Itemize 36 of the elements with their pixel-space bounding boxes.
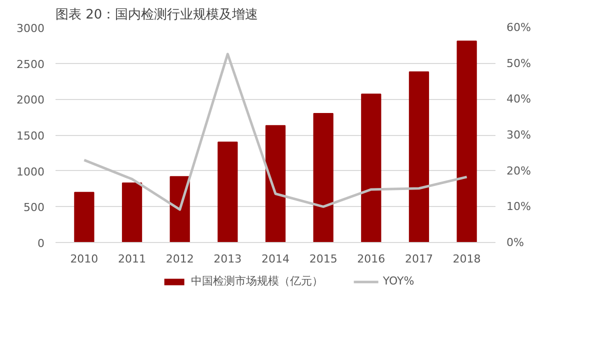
x-tick-label: 2011	[118, 252, 146, 266]
bar	[170, 176, 190, 242]
y2-tick-label: 20%	[506, 164, 531, 178]
bar	[313, 113, 334, 242]
y2-tick-label: 30%	[506, 128, 531, 142]
y2-tick-label: 40%	[506, 92, 531, 106]
bar	[265, 125, 286, 242]
x-tick-label: 2014	[262, 252, 290, 266]
bar	[456, 40, 477, 242]
x-tick-label: 2016	[357, 252, 386, 266]
y-tick-label: 0	[38, 237, 44, 250]
bar	[408, 71, 430, 242]
bar	[122, 182, 142, 242]
legend-label: 中国检测市场规模（亿元）	[190, 274, 323, 288]
y-tick-label: 500	[24, 201, 45, 214]
x-tick-label: 2015	[309, 252, 338, 266]
chart-title: 图表 20：国内检测行业规模及增速	[56, 8, 258, 22]
legend-label: YOY%	[382, 274, 414, 288]
x-tick-label: 2017	[404, 252, 433, 266]
x-tick-label: 2012	[166, 252, 194, 266]
x-tick-label: 2010	[70, 252, 98, 266]
y-tick-label: 2500	[16, 58, 45, 71]
line-series	[82, 52, 468, 211]
bar	[218, 142, 238, 242]
bar	[361, 94, 382, 242]
y-tick-label: 3000	[16, 22, 45, 35]
x-tick-label: 2018	[452, 252, 481, 266]
y2-tick-label: 0%	[506, 236, 524, 249]
x-tick-label: 2013	[214, 252, 242, 266]
y-tick-label: 2000	[16, 94, 45, 107]
y-tick-label: 1500	[16, 130, 45, 142]
y2-tick-label: 50%	[506, 56, 531, 70]
y2-tick-label: 60%	[506, 21, 531, 34]
bar	[74, 192, 94, 242]
y-tick-label: 1000	[16, 165, 45, 178]
y2-tick-label: 10%	[506, 200, 531, 214]
